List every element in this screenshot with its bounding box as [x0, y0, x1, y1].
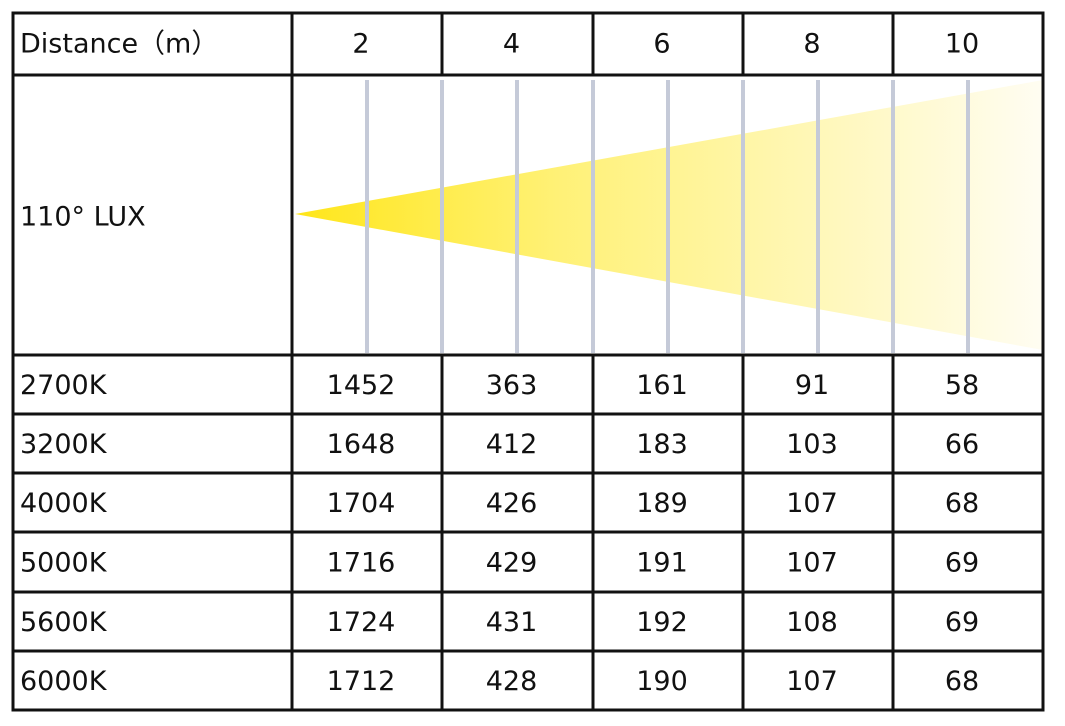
distance-header: 6 — [653, 29, 670, 60]
lux-value: 183 — [636, 429, 688, 460]
lux-value: 58 — [945, 370, 979, 401]
lux-value: 108 — [786, 607, 838, 638]
lux-value: 428 — [486, 666, 538, 697]
lux-value: 363 — [486, 370, 538, 401]
lux-value: 69 — [945, 607, 979, 638]
lux-value: 412 — [486, 429, 538, 460]
distance-markers — [365, 80, 970, 353]
lux-value: 1712 — [327, 666, 396, 697]
lux-value: 429 — [486, 548, 538, 579]
cct-label: 3200K — [20, 429, 108, 460]
cct-label: 4000K — [20, 488, 108, 519]
table-grid — [11, 11, 1045, 712]
beam-label: 110° LUX — [20, 202, 146, 233]
lux-value: 107 — [786, 548, 838, 579]
lux-value: 91 — [795, 370, 829, 401]
lux-value: 431 — [486, 607, 538, 638]
lux-value: 68 — [945, 488, 979, 519]
lux-value: 189 — [636, 488, 688, 519]
lux-value: 103 — [786, 429, 838, 460]
lux-value: 1704 — [327, 488, 396, 519]
lux-value: 190 — [636, 666, 688, 697]
lux-value: 426 — [486, 488, 538, 519]
distance-header: 2 — [352, 29, 369, 60]
lux-value: 1716 — [327, 548, 396, 579]
lux-value: 161 — [636, 370, 688, 401]
lux-value: 192 — [636, 607, 688, 638]
lux-value: 1648 — [327, 429, 396, 460]
cct-label: 2700K — [20, 370, 108, 401]
lux-value: 107 — [786, 666, 838, 697]
cct-label: 6000K — [20, 666, 108, 697]
distance-header: 8 — [803, 29, 820, 60]
lux-value: 107 — [786, 488, 838, 519]
lux-value: 69 — [945, 548, 979, 579]
lux-value: 66 — [945, 429, 979, 460]
lux-value: 1724 — [327, 607, 396, 638]
distance-header: 10 — [945, 29, 979, 60]
distance-header: 4 — [503, 29, 520, 60]
cct-label: 5600K — [20, 607, 108, 638]
lux-value: 191 — [636, 548, 688, 579]
cct-label: 5000K — [20, 548, 108, 579]
lux-value: 1452 — [327, 370, 396, 401]
header-label: Distance（m） — [20, 29, 218, 60]
lux-value: 68 — [945, 666, 979, 697]
